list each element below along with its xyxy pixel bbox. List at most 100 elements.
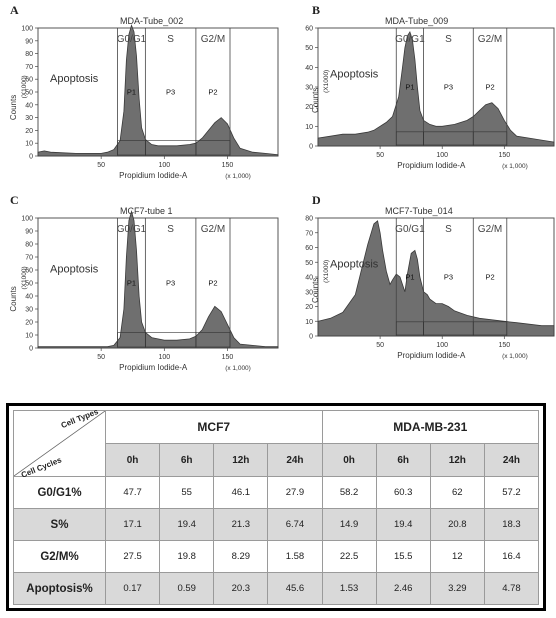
table-cell: 27.9 (267, 476, 323, 509)
table-cell: 1.53 (321, 572, 377, 605)
y-tick-label: 70 (25, 255, 33, 262)
y-tick-label: 100 (21, 216, 33, 223)
y-tick-label: 70 (25, 64, 33, 71)
table-cell: 2.46 (375, 572, 431, 605)
x-tick-label: 50 (97, 354, 105, 361)
x-tick-label: 150 (222, 354, 234, 361)
y-tick-label: 20 (305, 304, 313, 311)
time-header: 24h (267, 443, 323, 477)
table-cell: 21.3 (213, 508, 269, 541)
histogram-panel-a: A MDA-Tube_002 G0/G1 S G2/M P1 P3 P2 Apoptosis 0 1… (9, 3, 279, 180)
y-tick-label: 30 (25, 307, 33, 314)
table-row-g0g1: G0/G1% 47.7 55 46.1 27.9 58.2 60.3 62 57… (13, 476, 540, 509)
table-cell: 58.2 (321, 476, 377, 509)
x-axis-label: Propidium Iodide-A (119, 363, 188, 372)
gate-id-label: P1 (127, 88, 136, 97)
row-label: G2/M% (13, 540, 106, 573)
gate-label: G2/M (478, 224, 502, 235)
x-axis-label: Propidium Iodide-A (119, 171, 188, 180)
y-tick-label: 40 (305, 275, 313, 282)
y-tick-label: 0 (29, 346, 33, 353)
row-label: G0/G1% (13, 476, 106, 509)
group-header-mcf7: MCF7 (105, 410, 323, 444)
y-tick-label: 0 (29, 154, 33, 161)
apoptosis-region-label: Apoptosis (330, 259, 379, 271)
panel-title: MDA-Tube_009 (385, 16, 448, 26)
gate-id-label: P2 (208, 88, 217, 97)
gate-label: G2/M (201, 34, 225, 45)
table-cell: 46.1 (213, 476, 269, 509)
table-corner-cell: Cell Types Cell Cycles (13, 407, 106, 480)
table-cell: 17.1 (104, 508, 161, 541)
y-tick-label: 10 (305, 319, 313, 326)
panel-letter: A (10, 3, 19, 17)
table-cell: 14.9 (321, 508, 377, 541)
group-header-mda-mb-231: MDA-MB-231 (321, 410, 539, 444)
gate-label: G0/G1 (117, 34, 147, 45)
y-tick-label: 20 (25, 320, 33, 327)
y-tick-label: 30 (305, 289, 313, 296)
y-tick-label: 60 (305, 26, 313, 33)
y-tick-label: 30 (25, 115, 33, 122)
y-axis-label: Counts (311, 88, 320, 113)
x-tick-label: 100 (436, 342, 448, 349)
x-tick-label: 150 (498, 342, 510, 349)
gate-id-label: P3 (166, 279, 175, 288)
gate-id-label: P3 (444, 82, 453, 91)
gate-id-label: P1 (127, 279, 136, 288)
gate-p2-bar (195, 140, 231, 156)
x-axis-multiplier: (x 1,000) (502, 163, 528, 170)
table-cell: 1.58 (267, 540, 323, 573)
y-tick-label: 100 (21, 26, 33, 33)
y-axis-label: Counts (9, 286, 18, 311)
table-cell: 55 (159, 476, 215, 509)
apoptosis-region-label: Apoptosis (330, 69, 379, 81)
gate-p2-bar (472, 321, 508, 336)
y-tick-label: 50 (25, 281, 33, 288)
time-header: 12h (429, 443, 485, 477)
histogram-panel-d: D MCF7-Tube_014 G0/G1 S G2/M P1 P3 P2 Apoptosis 0… (305, 193, 555, 360)
table-cell: 19.8 (159, 540, 215, 573)
y-tick-label: 50 (305, 260, 313, 267)
gate-label: G0/G1 (395, 34, 425, 45)
y-tick-label: 80 (25, 242, 33, 249)
gate-label: S (167, 224, 174, 235)
panel-title: MDA-Tube_002 (120, 16, 183, 26)
y-axis-multiplier: (X1000) (21, 266, 28, 289)
y-tick-label: 10 (25, 333, 33, 340)
x-tick-label: 150 (222, 162, 234, 169)
x-axis-multiplier: (x 1,000) (225, 173, 251, 180)
y-tick-label: 0 (309, 144, 313, 151)
table-cell: 15.5 (375, 540, 431, 573)
table-cell: 57.2 (483, 476, 540, 509)
table-cell: 27.5 (104, 540, 161, 573)
y-tick-label: 30 (305, 85, 313, 92)
panel-letter: D (312, 193, 321, 207)
table-row-g2m: G2/M% 27.5 19.8 8.29 1.58 22.5 15.5 12 1… (13, 540, 540, 573)
table-cell: 62 (429, 476, 485, 509)
y-tick-label: 20 (305, 104, 313, 111)
y-tick-label: 10 (305, 124, 313, 131)
table-row-apoptosis: Apoptosis% 0.17 0.59 20.3 45.6 1.53 2.46… (13, 572, 540, 605)
y-tick-label: 80 (305, 216, 313, 223)
histogram-panel-c: C MCF7-tube 1 G0/G1 S G2/M P1 P3 P2 Apoptosis 0 10… (9, 193, 279, 372)
table-cell: 47.7 (104, 476, 161, 509)
row-label: Apoptosis% (13, 572, 106, 605)
table-cell: 22.5 (321, 540, 377, 573)
table-cell: 20.3 (213, 572, 269, 605)
x-axis-label: Propidium Iodide-A (397, 161, 466, 170)
y-tick-label: 60 (25, 268, 33, 275)
gate-label: G0/G1 (117, 224, 147, 235)
y-axis-multiplier: (X1000) (323, 260, 330, 283)
row-label: S% (13, 508, 106, 541)
table-cell: 6.74 (267, 508, 323, 541)
histogram-panel-b: B MDA-Tube_009 G0/G1 S G2/M P1 P3 P2 Apoptosis 0 1… (305, 3, 555, 170)
x-tick-label: 100 (158, 162, 170, 169)
y-axis-multiplier: (X1000) (21, 75, 28, 98)
histogram-area (317, 30, 555, 147)
gate-id-label: P1 (405, 272, 414, 281)
time-header: 12h (213, 443, 269, 477)
table-cell: 19.4 (375, 508, 431, 541)
gate-label: G0/G1 (395, 224, 425, 235)
y-tick-label: 50 (25, 90, 33, 97)
